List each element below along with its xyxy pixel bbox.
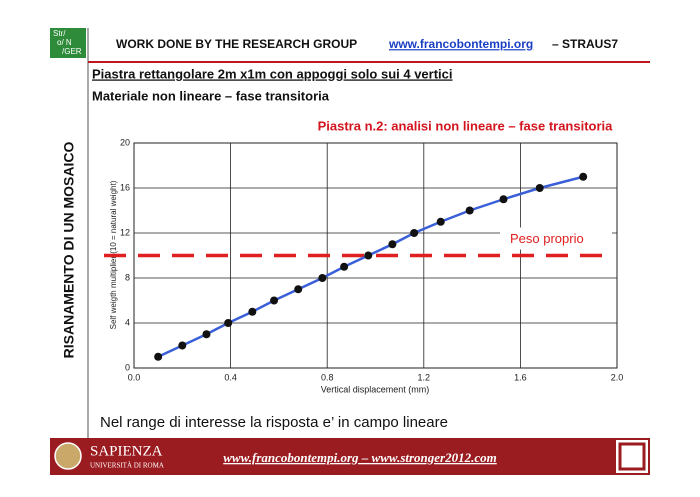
annotation-label: Peso proprio bbox=[510, 231, 584, 246]
data-point bbox=[364, 251, 373, 260]
data-point bbox=[154, 352, 163, 361]
annotation-bg bbox=[500, 227, 612, 250]
y-tick-label: 4 bbox=[125, 317, 130, 327]
header-suffix: – STRAUS7 bbox=[552, 37, 618, 51]
data-point bbox=[224, 319, 233, 327]
header-link[interactable]: www.francobontempi.org bbox=[388, 37, 533, 51]
data-point bbox=[178, 341, 187, 350]
logo-text: o/ N bbox=[57, 38, 72, 47]
y-tick-label: 12 bbox=[120, 227, 130, 237]
logo-text: /GER bbox=[62, 47, 82, 56]
y-tick-label: 16 bbox=[120, 182, 130, 192]
data-point bbox=[202, 330, 211, 339]
x-axis-label: Vertical displacement (mm) bbox=[321, 384, 430, 394]
data-point bbox=[340, 262, 349, 271]
university-seal bbox=[54, 442, 82, 470]
data-point bbox=[436, 217, 445, 226]
side-title: RISANAMENTO DI UN MOSAICO bbox=[61, 142, 77, 359]
data-point bbox=[410, 229, 419, 237]
chart: 0 4 8 12 16 20 0.0 0.4 0.8 1.2 1.6 2.0 Peso proprio bbox=[104, 137, 623, 382]
x-tick-label: 1.6 bbox=[514, 372, 527, 382]
slide-title: Piastra rettangolare 2m x1m con appoggi … bbox=[92, 66, 453, 81]
footer-band bbox=[50, 438, 650, 475]
chart-title: Piastra n.2: analisi non lineare – fase … bbox=[318, 118, 614, 133]
data-point bbox=[535, 184, 544, 192]
footer-logo-mark bbox=[618, 442, 646, 471]
data-point bbox=[294, 285, 303, 294]
logo-text: Str/ bbox=[53, 29, 66, 38]
data-point bbox=[499, 195, 508, 204]
x-tick-label: 0.8 bbox=[321, 372, 334, 382]
header-text: WORK DONE BY THE RESEARCH GROUP bbox=[116, 37, 357, 51]
university-name: SAPIENZA bbox=[90, 443, 163, 459]
y-tick-label: 20 bbox=[120, 137, 130, 147]
data-point bbox=[388, 240, 397, 249]
logo-box bbox=[50, 28, 86, 58]
x-tick-label: 0.0 bbox=[128, 372, 141, 382]
slide-note: Nel range di interesse la risposta e’ in… bbox=[100, 414, 448, 431]
data-point bbox=[270, 296, 279, 305]
x-tick-label: 2.0 bbox=[611, 372, 624, 382]
y-tick-label: 0 bbox=[125, 362, 130, 372]
footer-links[interactable]: www.francobontempi.org – www.stronger201… bbox=[223, 450, 497, 465]
data-point bbox=[465, 206, 474, 215]
data-point bbox=[248, 307, 257, 316]
data-point bbox=[579, 172, 588, 181]
y-tick-label: 8 bbox=[125, 272, 130, 282]
x-tick-label: 1.2 bbox=[418, 372, 431, 382]
x-tick-label: 0.4 bbox=[224, 372, 237, 382]
data-point bbox=[318, 274, 327, 282]
slide-subtitle: Materiale non lineare – fase transitoria bbox=[92, 88, 330, 103]
university-sub: UNIVERSITÀ DI ROMA bbox=[90, 462, 164, 470]
